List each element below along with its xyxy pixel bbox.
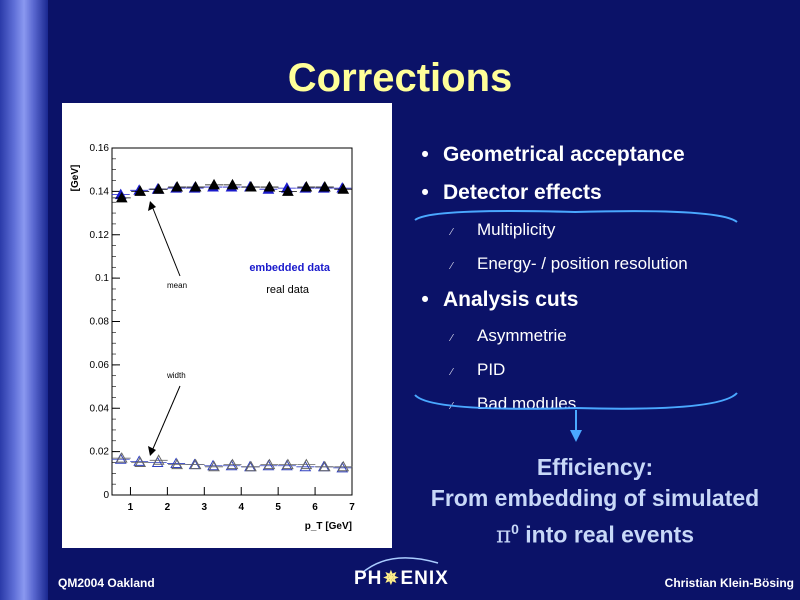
y-tick-label: 0.1 xyxy=(95,273,109,284)
real-width-point xyxy=(245,460,257,472)
annotation-width: width xyxy=(166,371,186,380)
real-mean-point xyxy=(171,181,183,192)
bullet-text: Detector effects xyxy=(443,181,602,204)
left-accent-bar xyxy=(0,0,48,600)
efficiency-line3: π0 into real events xyxy=(400,514,790,552)
arrow-width-line xyxy=(151,385,181,452)
y-tick-label: 0.12 xyxy=(90,230,110,241)
real-mean-point xyxy=(208,178,220,190)
real-width-point xyxy=(171,458,183,470)
real-width-point xyxy=(189,458,202,470)
real-mean-point xyxy=(134,185,147,196)
bullet-text: Multiplicity xyxy=(477,220,556,239)
x-axis-title: p_T [GeV] xyxy=(305,521,352,532)
check-mark-icon: ⁄ xyxy=(451,367,453,378)
check-mark-icon: ⁄ xyxy=(451,261,453,272)
x-tick-label: 7 xyxy=(349,502,355,513)
arrow-mean-line xyxy=(151,205,181,277)
efficiency-statement: Efficiency: From embedding of simulated … xyxy=(400,452,790,552)
embedded-width-point xyxy=(207,459,219,471)
pi-superscript: 0 xyxy=(511,521,519,537)
real-width-point xyxy=(152,454,165,465)
real-width-point xyxy=(226,458,239,470)
bullet-dot-icon: • xyxy=(421,143,429,166)
x-tick-label: 3 xyxy=(202,502,208,513)
real-width-point xyxy=(318,460,331,472)
real-width-point xyxy=(337,460,350,472)
real-mean-point xyxy=(300,181,313,192)
sub-bullet-energy-resolution: ⁄ Energy- / position resolution xyxy=(451,254,688,274)
real-width-point xyxy=(115,452,128,463)
logo-text-ph: PH xyxy=(354,568,383,589)
y-tick-label: 0.04 xyxy=(90,403,110,414)
bullet-text: Asymmetrie xyxy=(477,326,567,345)
bullet-text: Energy- / position resolution xyxy=(477,254,688,273)
arrow-width-head xyxy=(148,446,156,456)
slide-title: Corrections xyxy=(287,56,513,100)
footer-author: Christian Klein-Bösing xyxy=(664,576,794,590)
efficiency-line3-text: into real events xyxy=(518,521,695,548)
phenix-logo: PH✵ENIX xyxy=(354,568,449,590)
real-mean-point xyxy=(337,183,350,194)
bullet-geometrical-acceptance: • Geometrical acceptance xyxy=(415,143,685,167)
y-tick-label: 0 xyxy=(103,490,109,501)
real-width-point xyxy=(282,458,294,470)
real-width-point xyxy=(300,458,313,470)
bullet-text: PID xyxy=(477,360,506,379)
footer-conference: QM2004 Oakland xyxy=(58,576,155,590)
real-mean-point xyxy=(263,181,276,192)
bullet-dot-icon: • xyxy=(421,288,429,311)
logo-swoosh-icon xyxy=(361,557,439,574)
arrow-mean-head xyxy=(148,201,156,211)
y-tick-label: 0.06 xyxy=(90,360,110,371)
bullet-analysis-cuts: • Analysis cuts xyxy=(415,288,578,312)
real-mean-point xyxy=(318,181,331,192)
y-tick-label: 0.08 xyxy=(90,317,110,328)
plot-frame xyxy=(111,147,353,496)
x-tick-label: 1 xyxy=(128,502,134,513)
sub-bullet-multiplicity: ⁄ Multiplicity xyxy=(451,220,555,240)
logo-text-enix: ENIX xyxy=(400,568,449,589)
y-axis-title: [GeV] xyxy=(70,165,81,192)
sub-bullet-pid: ⁄ PID xyxy=(451,360,505,380)
y-tick-label: 0.02 xyxy=(90,447,110,458)
x-tick-label: 6 xyxy=(312,502,318,513)
legend-real: real data xyxy=(266,284,310,296)
real-width-point xyxy=(208,460,220,472)
sub-bullet-asymmetrie: ⁄ Asymmetrie xyxy=(451,326,567,346)
real-mean-point xyxy=(282,185,294,196)
check-mark-icon: ⁄ xyxy=(451,227,453,238)
bullet-text: Analysis cuts xyxy=(443,288,579,311)
efficiency-line1: Efficiency: xyxy=(536,454,654,480)
y-tick-label: 0.14 xyxy=(90,186,110,197)
real-width-point xyxy=(263,458,276,470)
real-mean-point xyxy=(115,191,128,203)
y-tick-label: 0.16 xyxy=(90,143,110,154)
pi-symbol: π xyxy=(495,522,512,549)
legend-embedded: embedded data xyxy=(249,262,331,274)
x-tick-label: 5 xyxy=(275,502,281,513)
bullet-text: Geometrical acceptance xyxy=(443,143,685,166)
check-mark-icon: ⁄ xyxy=(451,333,453,344)
real-mean-point xyxy=(189,181,202,192)
x-tick-label: 4 xyxy=(238,502,244,513)
sun-icon: ✵ xyxy=(383,568,400,588)
embedded-width-point xyxy=(170,457,182,469)
annotation-mean: mean xyxy=(167,281,187,290)
real-mean-point xyxy=(245,181,257,192)
chart: 0 0.02 0.04 0.06 0.08 0.1 0.12 0.14 0.16 1 2 3 4 5 6 7 [… xyxy=(70,143,355,532)
real-mean-point xyxy=(226,178,239,190)
bullet-detector-effects: • Detector effects xyxy=(415,181,602,205)
x-tick-label: 2 xyxy=(165,502,171,513)
real-width-point xyxy=(134,456,147,467)
brace-and-arrow-graphic xyxy=(414,210,738,442)
real-mean-point xyxy=(152,183,165,194)
embedded-width-point xyxy=(133,455,146,466)
bullet-dot-icon: • xyxy=(421,181,429,204)
chart-panel: 0 0.02 0.04 0.06 0.08 0.1 0.12 0.14 0.16 1 2 3 4 5 6 7 [… xyxy=(62,103,392,548)
efficiency-line2: From embedding of simulated xyxy=(430,485,760,511)
